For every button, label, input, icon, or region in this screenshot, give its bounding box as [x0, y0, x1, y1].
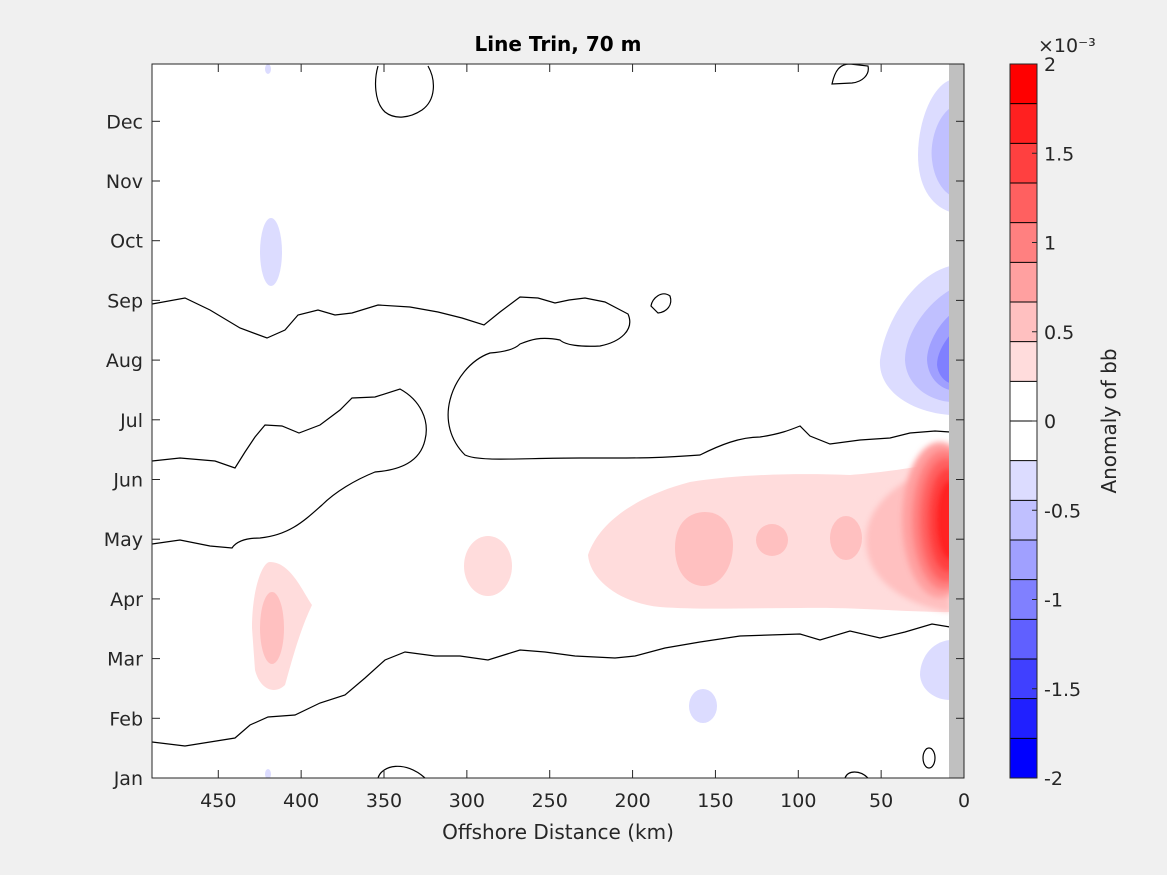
negative-anomaly-core [931, 108, 950, 195]
zero-contour-lines [152, 64, 951, 778]
zero-contour [650, 293, 672, 314]
x-tick-label: 50 [869, 790, 893, 812]
y-tick-label: Mar [107, 649, 143, 671]
colorbar-band [1010, 421, 1037, 462]
x-tick-label: 200 [614, 790, 650, 812]
y-tick-label: Jan [113, 768, 143, 790]
zero-contour [152, 623, 951, 747]
y-tick-label: May [104, 529, 143, 551]
colorbar-tick-label: 0 [1044, 411, 1056, 433]
x-ticks: 450 400 350 300 250 200 150 100 50 0 [200, 64, 970, 812]
x-tick-label: 250 [532, 790, 568, 812]
y-tick-label: Sep [107, 290, 143, 312]
positive-anomaly-patch [464, 536, 512, 596]
positive-anomaly-core [830, 516, 862, 560]
zero-contour [152, 388, 427, 549]
colorbar-tick-label: -1.5 [1044, 679, 1081, 701]
zero-contour [922, 747, 936, 769]
x-tick-label: 400 [283, 790, 319, 812]
x-tick-label: 450 [200, 790, 236, 812]
negative-anomaly-patch [260, 218, 282, 286]
colorbar-band [1010, 659, 1037, 700]
colorbar-ticks: -2 -1.5 -1 -0.5 0 0.5 1 1.5 2 [1032, 54, 1081, 790]
x-tick-label: 0 [958, 790, 970, 812]
colorbar-band [1010, 341, 1037, 382]
colorbar-band [1010, 103, 1037, 144]
colorbar-tick-label: 2 [1044, 54, 1056, 76]
zero-contour [831, 64, 869, 85]
colorbar-band [1010, 540, 1037, 581]
y-tick-label: Feb [109, 708, 143, 730]
y-tick-label: Nov [106, 171, 143, 193]
colorbar-band [1010, 262, 1037, 303]
y-tick-label: Aug [106, 350, 143, 372]
colorbar-band [1010, 698, 1037, 739]
x-tick-label: 300 [449, 790, 485, 812]
zero-contour [844, 771, 869, 778]
zero-contour [377, 765, 426, 778]
negative-anomaly-core [937, 335, 950, 383]
colorbar-band [1010, 619, 1037, 660]
negative-anomaly-patch [689, 689, 717, 723]
colorbar-tick-label: -1 [1044, 590, 1063, 612]
colorbar-band [1010, 738, 1037, 779]
negative-anomaly-patch [920, 640, 950, 700]
colorbar-tick-label: 1 [1044, 233, 1056, 255]
colorbar: -2 -1.5 -1 -0.5 0 0.5 1 1.5 2 ×10⁻³ Anomaly of b… [1009, 35, 1121, 790]
colorbar-tick-label: -2 [1044, 768, 1063, 790]
colorbar-tick-label: 0.5 [1044, 322, 1074, 344]
colorbar-band [1010, 460, 1037, 501]
colorbar-band [1010, 381, 1037, 422]
y-tick-label: Jun [112, 470, 143, 492]
chart-title: Line Trin, 70 m [475, 32, 642, 56]
x-tick-label: 350 [366, 790, 402, 812]
colorbar-band [1010, 302, 1037, 343]
positive-anomaly-core [756, 524, 788, 556]
colorbar-band [1010, 64, 1037, 105]
y-ticks: Jan Feb Mar Apr May Jun Jul Aug Sep Oct Nov Dec [104, 111, 964, 790]
positive-anomaly-core [260, 592, 284, 664]
colorbar-label: Anomaly of bb [1097, 348, 1121, 493]
plot-area: 450 400 350 300 250 200 150 100 50 0 Jan Feb Mar Apr… [104, 63, 970, 812]
positive-anomaly-core [675, 512, 733, 586]
zero-contour [152, 296, 951, 460]
colorbar-band [1010, 183, 1037, 224]
colorbar-band [1010, 143, 1037, 184]
x-axis-label: Offshore Distance (km) [442, 820, 674, 844]
negative-anomaly-patch [265, 64, 271, 74]
colorbar-exponent: ×10⁻³ [1038, 35, 1096, 57]
y-tick-label: Oct [110, 231, 143, 253]
colorbar-tick-label: -0.5 [1044, 500, 1081, 522]
y-tick-label: Dec [106, 111, 143, 133]
colorbar-bands [1010, 64, 1037, 779]
y-tick-label: Apr [110, 589, 143, 611]
colorbar-tick-label: 1.5 [1044, 143, 1074, 165]
zero-contour [374, 65, 434, 118]
x-tick-label: 100 [780, 790, 816, 812]
colorbar-band [1010, 500, 1037, 541]
negative-anomaly-patch [265, 769, 271, 778]
axes-box [151, 63, 965, 779]
y-tick-label: Jul [119, 410, 143, 432]
land-mask [949, 64, 964, 778]
x-tick-label: 150 [697, 790, 733, 812]
